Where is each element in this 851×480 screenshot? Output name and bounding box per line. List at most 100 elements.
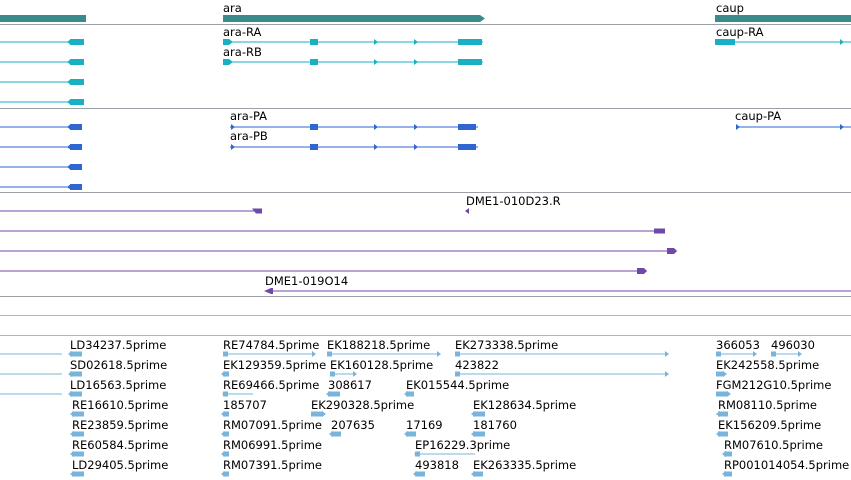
est-label: RE60584.5prime [72, 438, 168, 452]
est-feature[interactable]: EK242558.5prime [716, 358, 819, 377]
est-label: RP001014054.5prime [724, 458, 849, 472]
est-feature[interactable]: 493818 [413, 458, 459, 477]
exon-box [330, 371, 335, 377]
strand-arrow-left [70, 451, 74, 457]
est-feature[interactable]: RM08110.5prime [716, 398, 817, 417]
protein-feature-caup-PA[interactable]: caup-PA [735, 109, 851, 130]
strand-arrow-right [322, 411, 326, 417]
strand-arrow-right [723, 371, 727, 377]
strand-arrow-left [471, 431, 475, 437]
est-feature[interactable]: FGM212G10.5prime [716, 378, 831, 397]
est-feature[interactable]: RM07610.5prime [722, 438, 823, 457]
est-feature[interactable]: 308617 [326, 378, 372, 397]
est-feature[interactable]: EK273338.5prime [455, 338, 669, 357]
protein-feature-left-offscreen[interactable] [0, 184, 82, 190]
protein-feature-ara-PB[interactable]: ara-PB [230, 129, 478, 150]
est-feature[interactable]: SD02618.5prime [68, 358, 167, 377]
exon-box [715, 39, 735, 45]
exon-box [327, 351, 332, 357]
est-feature[interactable]: EK015544.5prime [404, 378, 509, 397]
exon-box [311, 411, 323, 417]
exon-box [724, 451, 732, 457]
est-feature[interactable]: EK160128.5prime [330, 358, 433, 377]
est-feature[interactable]: RE16610.5prime [70, 398, 168, 417]
est-feature[interactable]: LD16563.5prime [68, 378, 166, 397]
exon-box [716, 371, 724, 377]
est-feature[interactable]: EP16229.3prime [414, 438, 510, 457]
transcript-feature-ara-RB[interactable]: ara-RB [223, 45, 483, 65]
est-feature[interactable]: EK188218.5prime [327, 338, 441, 357]
est-label: EK242558.5prime [716, 358, 819, 372]
cdna-feature-b[interactable] [0, 228, 665, 234]
est-feature[interactable]: RE74784.5prime [223, 338, 319, 357]
est-feature[interactable]: LD29405.5prime [70, 458, 168, 477]
strand-arrow-right [229, 39, 233, 45]
exon-box [718, 431, 728, 437]
protein-feature-ara-PA[interactable]: ara-PA [230, 109, 478, 130]
est-feature[interactable]: EK129359.5prime [221, 358, 326, 377]
protein-feature-left-offscreen[interactable] [0, 144, 82, 150]
est-label: 493818 [415, 458, 459, 472]
est-feature[interactable]: RM06991.5prime [221, 438, 322, 457]
protein-feature-left-offscreen[interactable] [0, 124, 82, 130]
est-label: EK160128.5prime [330, 358, 433, 372]
est-feature[interactable]: RM07391.5prime [221, 458, 322, 477]
est-feature[interactable]: 181760 [471, 418, 517, 437]
protein-feature-left-offscreen[interactable] [0, 164, 82, 170]
transcript-feature-caup-RA[interactable]: caup-RA [715, 25, 851, 45]
est-feature[interactable]: 207635 [329, 418, 375, 437]
est-feature[interactable]: 185707 [221, 398, 267, 417]
strand-arrow-left [67, 164, 71, 170]
est-feature[interactable]: RE69466.5prime [222, 378, 319, 397]
est-label: EK273338.5prime [455, 338, 558, 352]
est-feature[interactable]: EK263335.5prime [471, 458, 576, 477]
est-feature[interactable]: RP001014054.5prime [722, 458, 849, 477]
exon-box [223, 351, 228, 357]
est-label: RM07610.5prime [724, 438, 823, 452]
transcript-feature-left-offscreen[interactable] [0, 79, 84, 85]
cdna-feature-a[interactable] [0, 208, 262, 214]
est-feature[interactable]: EK156209.5prime [716, 418, 821, 437]
gene-feature-caup[interactable]: caup [715, 1, 851, 22]
exon-box [70, 391, 82, 397]
gene-bar [0, 15, 86, 22]
exon-box [310, 144, 318, 150]
est-feature[interactable]: 496030 [771, 338, 815, 357]
strand-arrow-left [70, 411, 74, 417]
feature-end [264, 288, 273, 294]
transcript-feature-left-offscreen[interactable] [0, 39, 84, 45]
est-feature[interactable]: RE23859.5prime [70, 418, 168, 437]
transcript-feature-ara-RA[interactable]: ara-RA [223, 25, 483, 45]
strand-arrow-left [221, 431, 225, 437]
est-feature[interactable]: 366053 [716, 338, 760, 357]
est-feature[interactable]: RE60584.5prime [70, 438, 168, 457]
gene-feature-ara[interactable]: ara [223, 1, 485, 22]
strand-arrow-right [414, 144, 418, 150]
est-feature[interactable]: RM07091.5prime [221, 418, 322, 437]
strand-arrow-left [70, 471, 74, 477]
est-feature[interactable]: LD34237.5prime [68, 338, 166, 357]
exon-box [406, 431, 416, 437]
exon-box [70, 99, 84, 105]
cdna-feature-DME1-019O14[interactable]: DME1-019O14 [264, 274, 851, 294]
exon-box [223, 391, 228, 397]
exon-box [72, 411, 84, 417]
transcript-feature-left-offscreen[interactable] [0, 99, 84, 105]
strand-arrow-right [736, 124, 740, 130]
cdna-feature-c[interactable] [0, 248, 677, 254]
transcript-label: ara-RA [223, 25, 261, 39]
gene-feature-left-offscreen[interactable] [0, 15, 86, 22]
exon-box [72, 431, 84, 437]
strand-arrow-left [67, 39, 71, 45]
strand-arrow-left [329, 431, 333, 437]
cdna-feature-d[interactable] [0, 268, 647, 274]
est-feature[interactable]: EK290328.5prime [311, 398, 414, 417]
est-feature[interactable]: EK128634.5prime [471, 398, 576, 417]
cdna-feature-DME1-010D23-R[interactable]: DME1-010D23.R [465, 194, 561, 214]
est-feature[interactable]: 17169 [404, 418, 443, 437]
est-feature[interactable]: 423822 [455, 358, 669, 377]
transcript-feature-left-offscreen[interactable] [0, 59, 84, 65]
strand-arrow-left [221, 411, 225, 417]
strand-arrow-right [840, 39, 844, 45]
est-label: EK128634.5prime [473, 398, 576, 412]
